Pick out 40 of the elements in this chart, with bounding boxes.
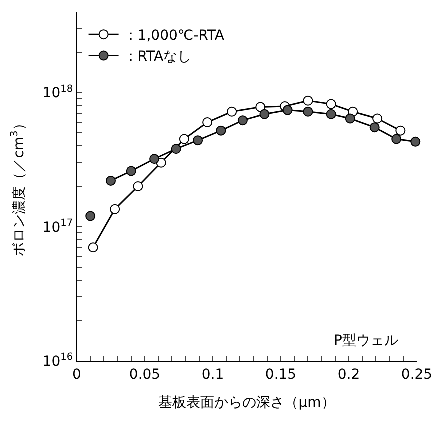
point <box>326 99 336 110</box>
y-tick-label: 10$^{16}$ <box>42 352 74 370</box>
point <box>303 106 314 117</box>
point <box>88 242 98 253</box>
point <box>303 96 314 106</box>
point <box>227 106 238 117</box>
point <box>171 144 182 154</box>
point <box>392 134 402 144</box>
point <box>410 136 421 147</box>
point <box>150 154 160 164</box>
point <box>179 134 190 144</box>
point <box>126 166 136 176</box>
point <box>238 116 248 126</box>
x-tick-label: 0.15 <box>265 366 297 383</box>
point <box>256 102 266 112</box>
point <box>260 109 270 120</box>
point <box>372 114 383 124</box>
x-tick-label: 0 <box>72 366 82 383</box>
y-tick-label: 10$^{17}$ <box>42 218 74 236</box>
legend-label: ：RTAなし <box>124 49 192 66</box>
point <box>133 182 144 192</box>
x-tick-label: 0.25 <box>401 366 433 383</box>
point <box>216 126 226 136</box>
annotation: P型ウェル <box>334 333 398 349</box>
x-tick-label: 0.2 <box>338 366 360 383</box>
x-tick-label: 0.1 <box>202 366 224 383</box>
point <box>345 114 356 124</box>
point <box>282 105 293 116</box>
point <box>396 126 406 136</box>
x-axis-title: 基板表面からの深さ（μm） <box>158 395 336 412</box>
point <box>106 176 116 186</box>
point <box>326 109 336 120</box>
legend-label: ：1,000℃-RTA <box>124 28 225 44</box>
point <box>193 136 204 146</box>
point <box>110 204 120 214</box>
x-tick-label: 0.05 <box>129 366 161 383</box>
point <box>202 118 213 128</box>
point <box>370 122 380 133</box>
point <box>86 211 96 222</box>
y-tick-label: 10$^{18}$ <box>42 84 74 102</box>
